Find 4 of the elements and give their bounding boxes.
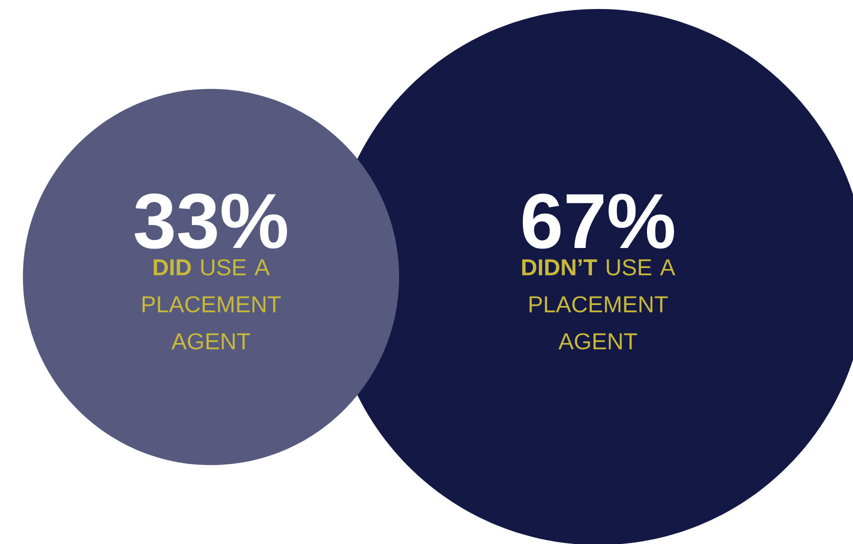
category-label: DID USE A PLACEMENT AGENT [142, 259, 281, 350]
data-label: 67% [522, 194, 674, 249]
category-label: DIDN’T USE A PLACEMENT AGENT [522, 259, 676, 350]
data-label: 33% [134, 193, 287, 249]
